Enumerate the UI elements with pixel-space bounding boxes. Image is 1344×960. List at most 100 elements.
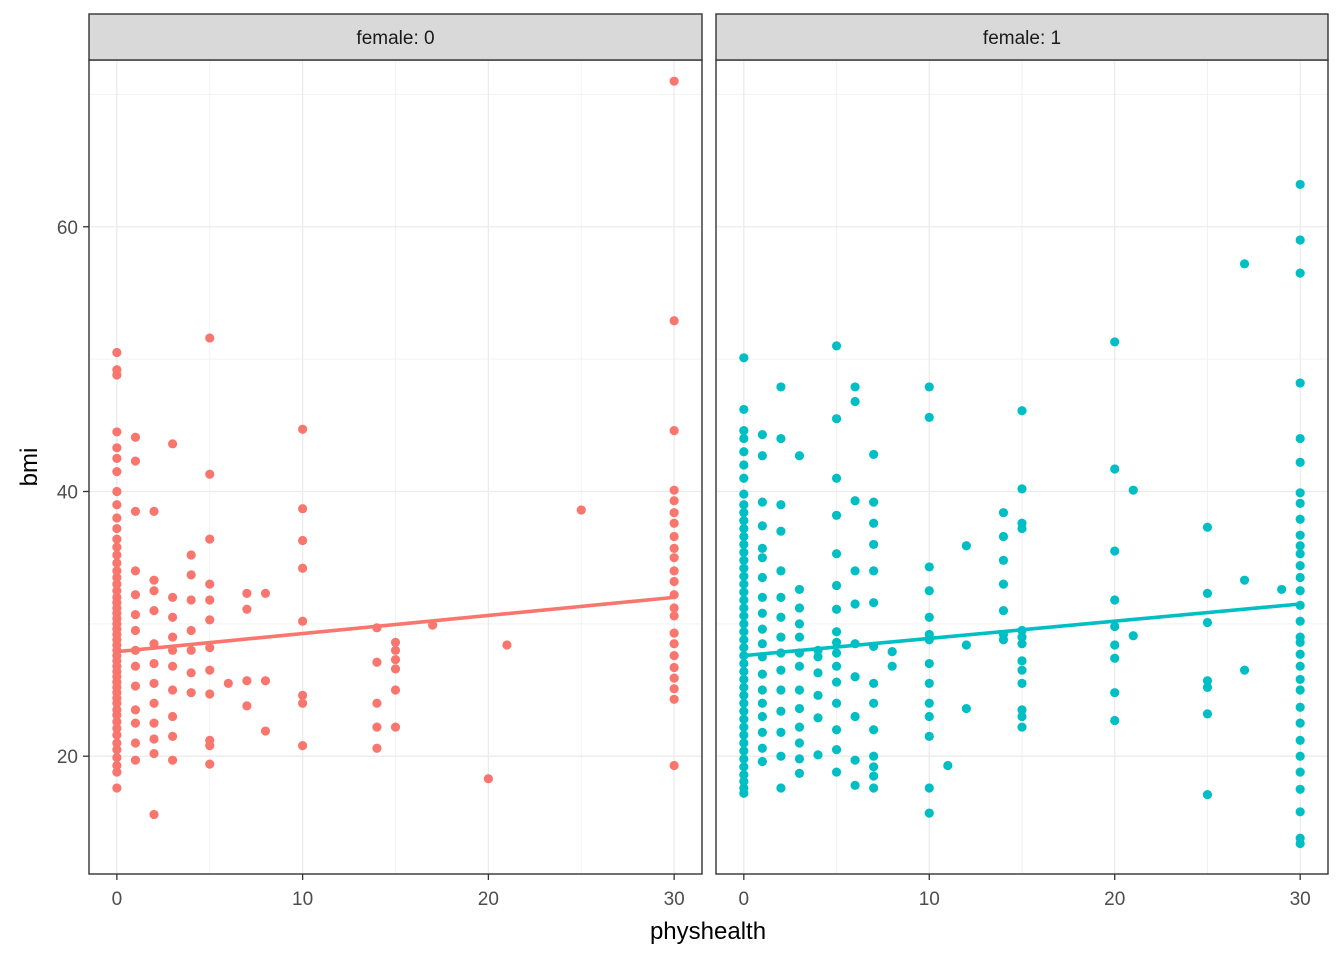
data-point (776, 665, 786, 675)
data-point (167, 731, 178, 741)
data-point (130, 625, 141, 636)
data-point (831, 725, 842, 735)
data-point (223, 678, 233, 689)
data-point (757, 624, 767, 634)
facet-strip (715, 13, 1329, 61)
data-point (739, 447, 749, 457)
data-point (149, 506, 159, 516)
data-point (372, 657, 382, 667)
data-point (1295, 735, 1305, 745)
data-point (1110, 653, 1120, 663)
data-point (149, 658, 159, 669)
data-point (757, 639, 767, 649)
data-point (205, 615, 215, 625)
data-point (149, 748, 159, 759)
facet-strip-label: female: 1 (983, 28, 1061, 49)
data-point (924, 808, 934, 818)
data-point (924, 678, 934, 689)
data-point (112, 453, 122, 463)
data-point (739, 603, 749, 613)
data-point (112, 486, 122, 497)
data-point (739, 754, 749, 764)
data-point (1239, 665, 1250, 675)
data-point (1295, 179, 1305, 190)
data-point (112, 723, 122, 734)
data-point (298, 616, 308, 626)
data-point (739, 426, 749, 436)
data-point (1110, 464, 1120, 474)
data-point (831, 414, 842, 424)
data-point (167, 685, 178, 695)
data-point (112, 550, 122, 560)
x-tick-label: 20 (478, 889, 499, 910)
data-point (869, 518, 879, 528)
data-point (794, 685, 805, 695)
x-tick-label: 10 (919, 889, 940, 910)
data-point (739, 563, 749, 573)
data-point (739, 666, 749, 677)
data-point (298, 504, 308, 514)
data-point (390, 664, 401, 674)
data-point (1110, 546, 1120, 556)
data-point (669, 639, 679, 649)
data-point (186, 625, 196, 636)
data-point (205, 579, 215, 589)
data-point (298, 741, 308, 751)
data-point (757, 685, 767, 695)
data-point (205, 534, 215, 544)
data-point (130, 705, 141, 715)
data-point (739, 770, 749, 780)
data-point (776, 685, 786, 695)
data-point (739, 595, 749, 605)
data-point (1295, 549, 1305, 559)
data-point (1295, 685, 1305, 695)
data-point (739, 587, 749, 597)
data-point (739, 674, 749, 685)
data-point (669, 508, 679, 518)
data-point (924, 711, 934, 722)
data-point (739, 690, 749, 700)
data-point (167, 592, 178, 602)
data-point (669, 662, 679, 673)
data-point (869, 598, 879, 608)
data-point (186, 688, 196, 698)
data-point (1202, 682, 1213, 692)
data-point (130, 609, 141, 620)
data-point (149, 586, 159, 596)
data-point (205, 759, 215, 769)
data-point (298, 424, 308, 434)
data-point (850, 496, 860, 506)
data-point (167, 612, 178, 622)
data-point (794, 603, 805, 613)
data-point (850, 396, 860, 407)
data-point (669, 531, 679, 542)
data-point (112, 730, 122, 740)
data-point (130, 432, 141, 442)
data-point (669, 760, 679, 771)
data-point (924, 783, 934, 793)
x-tick-label: 10 (292, 889, 313, 910)
data-point (1295, 561, 1305, 571)
data-point (669, 566, 679, 576)
data-point (924, 658, 934, 669)
data-point (813, 713, 823, 723)
data-point (739, 776, 749, 786)
data-point (112, 579, 122, 589)
data-point (739, 516, 749, 526)
data-point (1295, 661, 1305, 671)
data-point (205, 665, 215, 675)
data-point (739, 762, 749, 772)
data-point (1110, 688, 1120, 698)
data-point (998, 555, 1009, 565)
data-point (794, 661, 805, 671)
data-point (794, 768, 805, 779)
data-point (669, 426, 679, 436)
data-point (757, 429, 767, 440)
y-tick-label: 20 (57, 747, 78, 768)
data-point (242, 604, 252, 614)
data-point (776, 612, 786, 622)
data-point (1295, 514, 1305, 524)
facet-strip-label: female: 0 (356, 28, 434, 49)
data-point (130, 755, 141, 765)
data-point (831, 661, 842, 671)
